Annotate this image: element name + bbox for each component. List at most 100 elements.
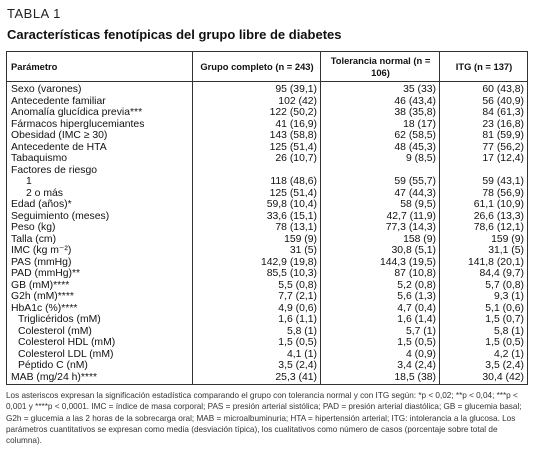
value-grupo-completo: 122 (50,2) [192, 107, 321, 119]
value-tolerancia-normal: 77,3 (14,3) [320, 222, 440, 234]
row-parameter: Peso (kg) [11, 222, 56, 233]
table-row: G2h (mM)**** 7,7 (2,1) 5,6 (1,3) 9,3 (1) [7, 291, 528, 303]
value-grupo-completo: 4,1 (1) [192, 348, 321, 360]
value-tolerancia-normal: 58 (9,5) [320, 199, 440, 211]
value-grupo-completo: 125 (51,4) [192, 141, 321, 153]
value-itg: 23 (16,8) [439, 118, 528, 130]
row-parameter: PAS (mmHg) [11, 256, 72, 268]
value-itg: 78,6 (12,1) [439, 222, 528, 234]
row-parameter: 2 o más [26, 187, 63, 199]
value-grupo-completo: 159 (9) [192, 233, 321, 245]
value-itg: 5,7 (0,8) [439, 279, 528, 291]
value-grupo-completo: 85,5 (10,3) [192, 268, 321, 280]
value-grupo-completo: 5,8 (1) [192, 325, 321, 337]
table-row: 1 118 (48,6) 59 (55,7) 59 (43,1) [7, 176, 528, 188]
value-tolerancia-normal: 48 (45,3) [320, 141, 440, 153]
value-itg: 159 (9) [439, 233, 528, 245]
value-tolerancia-normal: 158 (9) [320, 233, 440, 245]
value-grupo-completo: 142,9 (19,8) [192, 256, 321, 268]
value-tolerancia-normal: 4,7 (0,4) [320, 302, 440, 314]
row-parameter: Tabaquismo [11, 153, 68, 164]
value-grupo-completo: 31 (5) [192, 245, 321, 257]
value-itg: 31,1 (5) [439, 245, 528, 257]
value-grupo-completo: 1,6 (1,1) [192, 314, 321, 326]
value-itg: 1,5 (0,7) [439, 314, 528, 326]
row-parameter: GB (mM)**** [11, 279, 70, 291]
table-row: Anomalía glucídica previa*** 122 (50,2) 38… [7, 107, 528, 119]
value-itg: 5,1 (0,6) [439, 302, 528, 314]
row-parameter: Talla (cm) [11, 233, 57, 245]
value-tolerancia-normal: 5,6 (1,3) [320, 291, 440, 303]
value-itg [439, 164, 528, 176]
row-parameter: Colesterol LDL (mM) [18, 348, 114, 360]
row-parameter: Péptido C (nM) [18, 360, 88, 371]
row-parameter: Colesterol HDL (mM) [18, 337, 116, 348]
value-itg: 60 (43,8) [439, 81, 528, 96]
value-grupo-completo: 5,5 (0,8) [192, 279, 321, 291]
value-itg: 78 (56,9) [439, 187, 528, 199]
row-parameter: Antecedente familiar [11, 95, 106, 107]
table-title: Características fenotípicas del grupo li… [7, 27, 342, 42]
table-row: Peso (kg) 78 (13,1) 77,3 (14,3) 78,6 (12,1) [7, 222, 528, 234]
table-row: Seguimiento (meses) 33,6 (15,1) 42,7 (11,9… [7, 210, 528, 222]
value-grupo-completo: 125 (51,4) [192, 187, 321, 199]
table-row: Antecedente familiar 102 (42) 46 (43,4) 56 … [7, 95, 528, 107]
table-row: Colesterol LDL (mM) 4,1 (1) 4 (0,9) 4,2 (1) [7, 348, 528, 360]
value-tolerancia-normal: 9 (8,5) [320, 153, 440, 165]
row-parameter: Seguimiento (meses) [11, 210, 110, 222]
value-itg: 3,5 (2,4) [439, 360, 528, 372]
value-itg: 84 (61,3) [439, 107, 528, 119]
value-grupo-completo: 102 (42) [192, 95, 321, 107]
table-row: MAB (mg/24 h)**** 25,3 (41) 18,5 (38) 30,4 … [7, 371, 528, 385]
table-row: HbA1c (%)**** 4,9 (0,6) 4,7 (0,4) 5,1 (0,6) [7, 302, 528, 314]
table-number-label: TABLA 1 [7, 6, 61, 21]
value-grupo-completo: 1,5 (0,5) [192, 337, 321, 349]
value-tolerancia-normal: 47 (44,3) [320, 187, 440, 199]
value-grupo-completo: 95 (39,1) [192, 81, 321, 96]
row-parameter: Colesterol (mM) [18, 325, 92, 337]
table-row: PAS (mmHg) 142,9 (19,8) 144,3 (19,5) 141,8 … [7, 256, 528, 268]
value-grupo-completo: 118 (48,6) [192, 176, 321, 188]
value-grupo-completo: 41 (16,9) [192, 118, 321, 130]
row-parameter: G2h (mM)**** [11, 291, 74, 302]
value-tolerancia-normal: 35 (33) [320, 81, 440, 96]
value-tolerancia-normal: 59 (55,7) [320, 176, 440, 188]
value-tolerancia-normal: 144,3 (19,5) [320, 256, 440, 268]
value-itg: 81 (59,9) [439, 130, 528, 142]
table-footnote: Los asteriscos expresan la significación… [6, 391, 522, 446]
table-row: Sexo (varones) 95 (39,1) 35 (33) 60 (43,8) [7, 81, 528, 96]
value-itg: 17 (12,4) [439, 153, 528, 165]
value-itg: 9,3 (1) [439, 291, 528, 303]
value-tolerancia-normal: 3,4 (2,4) [320, 360, 440, 372]
value-itg: 61,1 (10,9) [439, 199, 528, 211]
table-row: Tabaquismo 26 (10,7) 9 (8,5) 17 (12,4) [7, 153, 528, 165]
table-row: GB (mM)**** 5,5 (0,8) 5,2 (0,8) 5,7 (0,8) [7, 279, 528, 291]
value-itg: 59 (43,1) [439, 176, 528, 188]
value-grupo-completo: 59,8 (10,4) [192, 199, 321, 211]
value-tolerancia-normal: 46 (43,4) [320, 95, 440, 107]
row-parameter: 1 [26, 176, 32, 187]
value-grupo-completo: 33,6 (15,1) [192, 210, 321, 222]
value-itg: 5,8 (1) [439, 325, 528, 337]
value-tolerancia-normal [320, 164, 440, 176]
value-tolerancia-normal: 5,7 (1) [320, 325, 440, 337]
value-itg: 26,6 (13,3) [439, 210, 528, 222]
table-row: Fármacos hiperglucemiantes 41 (16,9) 18 (1… [7, 118, 528, 130]
value-tolerancia-normal: 62 (58,5) [320, 130, 440, 142]
value-tolerancia-normal: 5,2 (0,8) [320, 279, 440, 291]
value-grupo-completo: 25,3 (41) [192, 371, 321, 385]
phenotype-table: Parámetro Grupo completo (n = 243) Toler… [6, 51, 528, 385]
value-grupo-completo: 7,7 (2,1) [192, 291, 321, 303]
table-row: Obesidad (IMC ≥ 30) 143 (58,8) 62 (58,5) 81… [7, 130, 528, 142]
table-row: IMC (kg m⁻²) 31 (5) 30,8 (5,1) 31,1 (5) [7, 245, 528, 257]
row-parameter: Antecedente de HTA [11, 141, 107, 153]
value-grupo-completo: 3,5 (2,4) [192, 360, 321, 372]
value-grupo-completo: 143 (58,8) [192, 130, 321, 142]
value-itg: 4,2 (1) [439, 348, 528, 360]
value-tolerancia-normal: 38 (35,8) [320, 107, 440, 119]
row-parameter: Obesidad (IMC ≥ 30) [11, 130, 108, 141]
table-row: Talla (cm) 159 (9) 158 (9) 159 (9) [7, 233, 528, 245]
value-itg: 141,8 (20,1) [439, 256, 528, 268]
row-parameter: Anomalía glucídica previa*** [11, 107, 143, 118]
